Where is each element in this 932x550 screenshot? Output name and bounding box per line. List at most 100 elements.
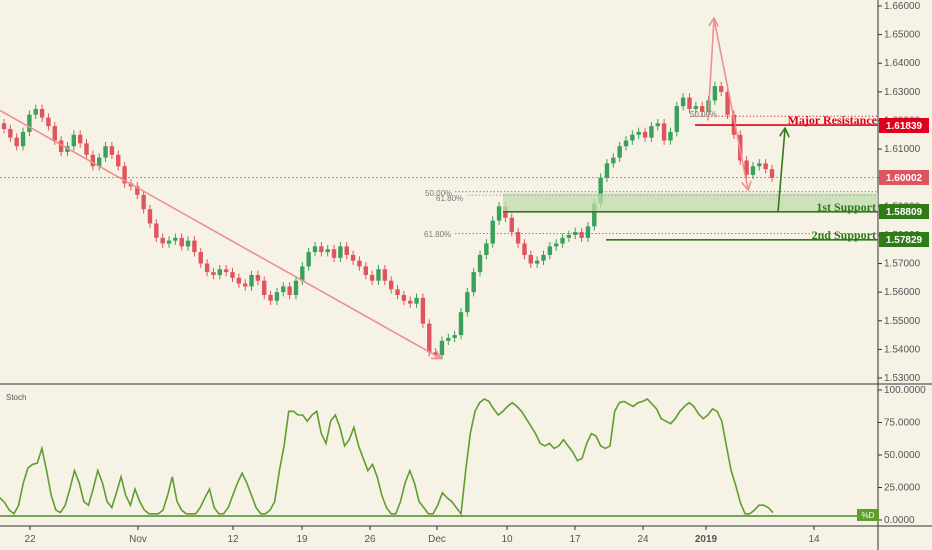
candle-body (598, 177, 603, 204)
d-badge (857, 509, 879, 521)
candle-body (312, 246, 318, 253)
candle-body (262, 280, 267, 296)
candle-body (287, 286, 292, 296)
x-tick-label: 17 (569, 534, 581, 545)
candle-body (382, 269, 388, 281)
candle-body (719, 86, 724, 92)
candle-body (655, 123, 660, 127)
candle-body (71, 134, 77, 147)
candle-body (699, 106, 705, 112)
projection-up-arrow (707, 19, 714, 121)
candle-body (458, 312, 464, 336)
price-tick-label: 1.53000 (884, 373, 921, 384)
candle-body (547, 246, 553, 255)
candle-body (566, 234, 572, 238)
candle-body (414, 297, 419, 304)
candle-body (528, 254, 534, 264)
candle-body (496, 206, 502, 221)
candle-body (490, 220, 495, 244)
candle-body (281, 286, 286, 293)
price-tick-label: 1.63000 (884, 87, 921, 98)
price-tick-label: 1.54000 (884, 344, 921, 355)
candle-body (103, 146, 108, 158)
support-zone (503, 193, 878, 212)
price-tick-label: 1.66000 (884, 1, 921, 12)
x-tick-label: 26 (364, 534, 376, 545)
candle-body (401, 295, 407, 301)
candle-body (84, 143, 89, 155)
candle-body (52, 126, 57, 141)
stoch-d-line (0, 398, 774, 516)
candle-body (585, 226, 591, 238)
candle-body (249, 274, 254, 287)
x-tick-label: 2019 (695, 534, 718, 545)
candle-body (344, 246, 349, 255)
candle-body (39, 109, 45, 118)
candle-body (20, 131, 26, 147)
candle-body (427, 323, 432, 353)
bounce-arrow (777, 129, 785, 213)
candle-body (363, 266, 368, 275)
x-tick-label: 14 (808, 534, 820, 545)
candle-body (77, 134, 83, 144)
candle-body (484, 243, 489, 255)
candle-body (306, 252, 311, 267)
stoch-tick-label: 25.0000 (884, 483, 921, 494)
candle-body (408, 300, 413, 304)
candle-body (769, 169, 775, 178)
price-tick-label: 1.57000 (884, 259, 921, 270)
x-tick-label: Dec (428, 534, 446, 545)
candle-body (560, 237, 565, 244)
resistance-price-text: 1.61839 (886, 121, 923, 132)
candle-body (452, 335, 457, 338)
d-badge-text: %D (862, 511, 875, 520)
candle-body (674, 106, 679, 132)
candle-body (592, 203, 597, 227)
resistance-price-badge (879, 118, 929, 133)
candle-body (515, 232, 521, 244)
candle-body (465, 292, 470, 313)
x-axis: 22 Nov 12 19 26 Dec 10 17 24 2019 14 (24, 526, 820, 545)
stoch-tick-label: 75.0000 (884, 418, 921, 429)
stoch-pane: 100.0000 75.0000 50.0000 25.0000 0.0000 (0, 385, 926, 526)
fib-618-upper: 61.80% (436, 194, 463, 203)
candle-body (255, 274, 261, 281)
candle-body (757, 163, 762, 167)
stoch-tick-label: 100.0000 (884, 385, 926, 396)
candle-body (471, 272, 476, 293)
price-tick-label: 1.56000 (884, 287, 921, 298)
candle-body (357, 260, 362, 267)
stoch-tick-label: 0.0000 (884, 515, 915, 526)
candle-body (33, 109, 38, 115)
candle-body (446, 337, 451, 341)
x-tick-label: 22 (24, 534, 36, 545)
candle-body (160, 237, 165, 244)
stoch-tick-label: 50.0000 (884, 450, 921, 461)
candle-body (611, 157, 616, 164)
candle-body (58, 140, 64, 152)
candle-body (509, 217, 514, 233)
candle-body (97, 157, 102, 167)
candle-body (668, 131, 673, 141)
candle-body (388, 280, 394, 290)
candle-body (141, 194, 146, 210)
downtrend-arrow (0, 109, 440, 358)
candle-body (642, 131, 648, 138)
stoch-title: Stoch (6, 393, 26, 402)
candle-body (420, 297, 426, 324)
candle-body (179, 237, 184, 247)
candle-body (623, 140, 629, 147)
candle-body (439, 340, 445, 356)
candle-body (661, 123, 667, 141)
candle-body (750, 166, 756, 175)
candle-body (204, 263, 210, 273)
current-price-badge (879, 170, 929, 185)
fib-50-upper: 50.00% (690, 110, 717, 119)
candle-body (579, 232, 584, 238)
candle-body (116, 154, 121, 167)
candle-body (763, 163, 768, 170)
candle-body (319, 246, 324, 253)
candle-body (744, 160, 749, 175)
